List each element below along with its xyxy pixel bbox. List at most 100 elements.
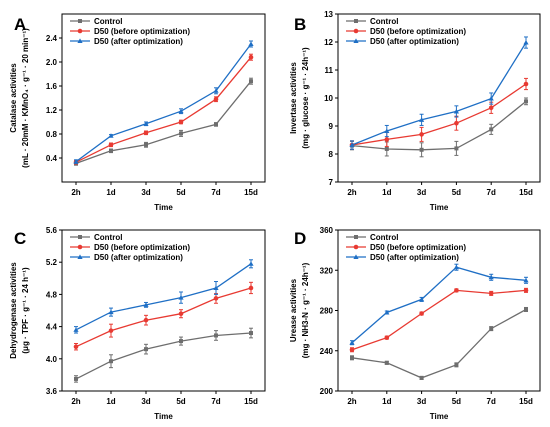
chart-panel-b: 7 8 9 10 11 12 13 2h 1d 3d 5d 7d 15d Time Invertase ac… bbox=[289, 10, 541, 212]
legend-item: D50 (after optimization) bbox=[346, 37, 459, 46]
legend-label: D50 (before optimization) bbox=[370, 27, 466, 36]
legend-item: D50 (before optimization) bbox=[70, 27, 190, 36]
series-line bbox=[351, 83, 527, 146]
data-point bbox=[178, 311, 184, 317]
data-point bbox=[144, 142, 148, 147]
data-point bbox=[384, 146, 389, 151]
x-tick-label: 5d bbox=[452, 188, 461, 197]
data-point bbox=[108, 142, 114, 148]
y-tick-label: 2.4 bbox=[46, 34, 58, 43]
data-point bbox=[143, 121, 149, 126]
x-tick-label: 15d bbox=[519, 188, 533, 197]
y-tick-label: 320 bbox=[320, 266, 334, 275]
x-tick-label: 5d bbox=[176, 397, 185, 406]
y-axis-title: Urease activities bbox=[289, 278, 298, 342]
x-tick-label: 1d bbox=[382, 397, 391, 406]
x-tick-label: 1d bbox=[106, 188, 115, 197]
data-point bbox=[384, 128, 390, 134]
data-point bbox=[249, 331, 253, 336]
chart-panel-c: 3.6 4.0 4.4 4.8 5.2 5.6 2h 1d 3d 5d 7d 15d Time Dehyd… bbox=[9, 226, 266, 421]
series-line bbox=[351, 308, 527, 379]
x-tick-label: 7d bbox=[487, 397, 496, 406]
x-tick-label: 7d bbox=[487, 188, 496, 197]
data-point bbox=[488, 274, 494, 280]
x-tick-label: 3d bbox=[141, 397, 150, 406]
series-d50-before bbox=[349, 77, 529, 150]
series-line bbox=[75, 287, 252, 348]
y-tick-label: 200 bbox=[320, 387, 334, 396]
x-axis-title: Time bbox=[154, 412, 173, 421]
data-point bbox=[489, 326, 494, 331]
x-tick-label: 7d bbox=[211, 397, 220, 406]
chart-panel-a: 0.4 0.8 1.2 1.6 2.0 2.4 2h 1d 3d 5d 7d 15d Time Catal… bbox=[9, 13, 266, 212]
data-point bbox=[213, 96, 219, 102]
y-tick-label: 3.6 bbox=[46, 387, 58, 396]
data-point bbox=[488, 95, 494, 101]
data-point bbox=[143, 317, 149, 323]
legend-item: D50 (after optimization) bbox=[70, 253, 183, 262]
series-line bbox=[75, 332, 252, 380]
series-d50-before bbox=[73, 281, 254, 351]
x-axis-title: Time bbox=[430, 412, 449, 421]
panel-letter: A bbox=[14, 15, 26, 34]
legend-item: Control bbox=[346, 17, 398, 26]
data-point bbox=[489, 127, 494, 132]
legend-marker bbox=[77, 244, 83, 250]
y-axis-title: (mg · NH3-N · g⁻¹ · 24h⁻¹) bbox=[301, 262, 310, 358]
data-point bbox=[143, 130, 149, 136]
y-tick-label: 1.2 bbox=[46, 106, 58, 115]
y-tick-label: 7 bbox=[329, 178, 334, 187]
y-axis-title: Invertase activities bbox=[289, 62, 298, 134]
data-point bbox=[524, 99, 528, 104]
panel-letter: D bbox=[294, 229, 306, 248]
legend-item: Control bbox=[70, 233, 122, 242]
data-point bbox=[419, 296, 425, 302]
y-tick-label: 12 bbox=[324, 38, 333, 47]
data-point bbox=[523, 288, 529, 293]
data-point bbox=[213, 88, 219, 93]
y-tick-label: 360 bbox=[320, 226, 334, 235]
data-point bbox=[248, 261, 254, 266]
series-line bbox=[75, 263, 252, 331]
data-point bbox=[488, 105, 494, 111]
y-tick-label: 280 bbox=[320, 307, 334, 316]
series-d50-after bbox=[349, 263, 529, 346]
y-tick-label: 8 bbox=[329, 150, 334, 159]
data-point bbox=[213, 296, 219, 301]
y-tick-label: 5.6 bbox=[46, 226, 58, 235]
y-tick-label: 4.8 bbox=[46, 290, 58, 299]
data-point bbox=[349, 347, 355, 353]
legend-label: D50 (after optimization) bbox=[94, 37, 183, 46]
x-tick-label: 5d bbox=[452, 397, 461, 406]
series-line bbox=[351, 289, 527, 351]
series-d50-after bbox=[73, 259, 254, 334]
y-tick-label: 13 bbox=[324, 10, 333, 19]
legend-label: D50 (after optimization) bbox=[370, 253, 459, 262]
legend-marker bbox=[354, 19, 358, 23]
legend-item: D50 (before optimization) bbox=[70, 243, 190, 252]
series-line bbox=[351, 100, 527, 151]
plot-frame bbox=[61, 229, 266, 392]
x-tick-label: 7d bbox=[211, 188, 220, 197]
panel-letter: C bbox=[14, 229, 26, 248]
data-point bbox=[143, 302, 149, 307]
chart-panel-d: 200 240 280 320 360 2h 1d 3d 5d 7d 15d Time Urease a… bbox=[289, 226, 541, 421]
data-point bbox=[248, 41, 254, 46]
data-point bbox=[74, 376, 78, 381]
legend-item: D50 (after optimization) bbox=[70, 37, 183, 46]
data-point bbox=[488, 291, 494, 296]
data-point bbox=[73, 159, 79, 164]
y-axis-title: Catalase activities bbox=[9, 63, 18, 133]
series-line bbox=[75, 43, 252, 163]
legend-label: D50 (before optimization) bbox=[94, 27, 190, 36]
x-tick-label: 15d bbox=[244, 397, 258, 406]
legend-marker bbox=[77, 254, 83, 259]
data-point bbox=[109, 359, 113, 364]
data-point bbox=[384, 137, 390, 142]
legend-marker bbox=[353, 28, 359, 34]
x-tick-label: 2h bbox=[71, 188, 80, 197]
data-point bbox=[523, 39, 529, 45]
data-point bbox=[214, 122, 218, 127]
y-tick-label: 1.6 bbox=[46, 82, 58, 91]
